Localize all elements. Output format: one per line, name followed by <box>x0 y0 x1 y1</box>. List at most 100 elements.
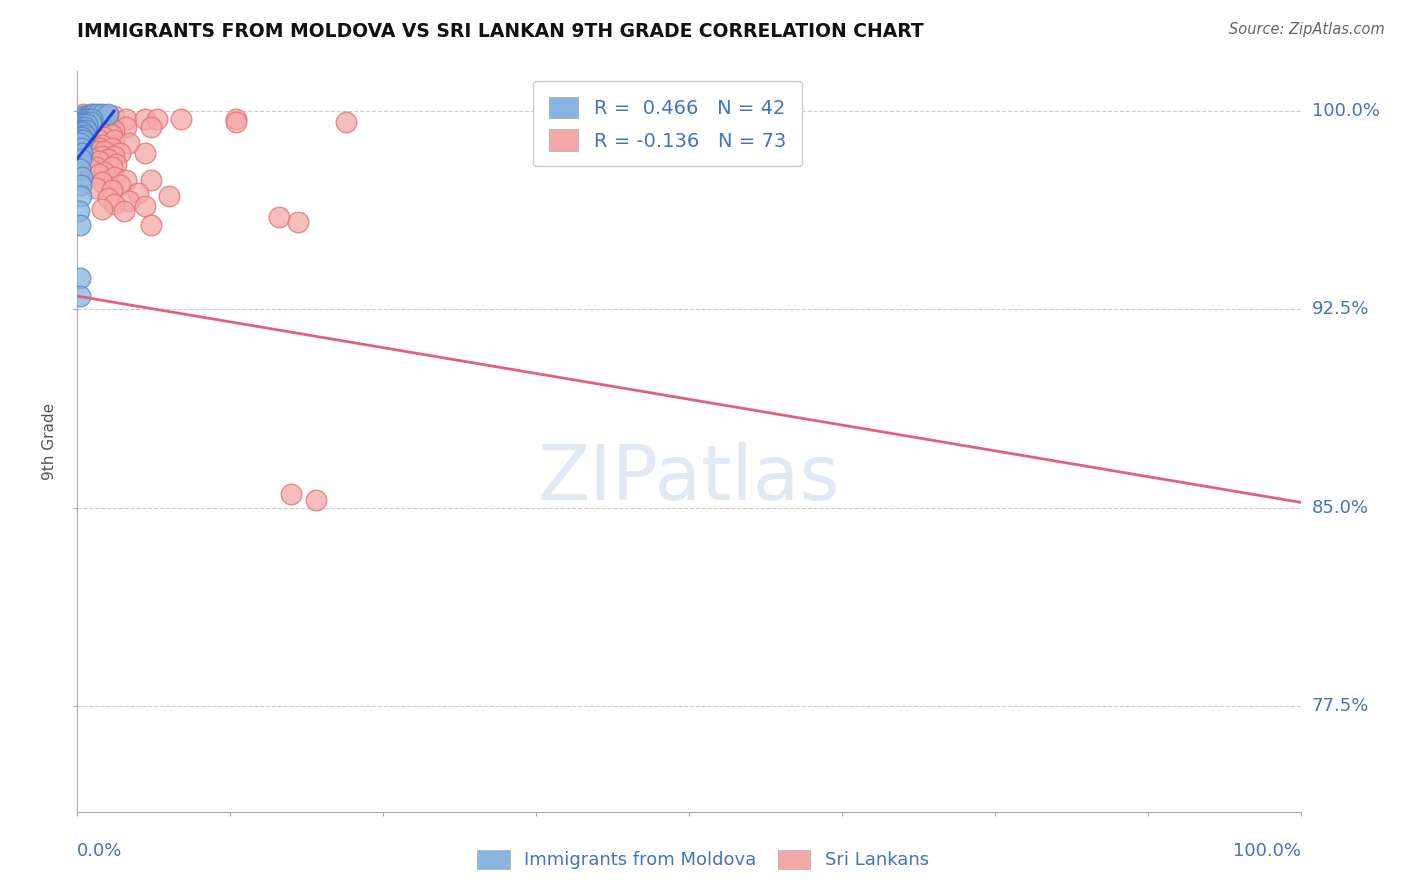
Point <box>70 188 93 202</box>
Point <box>89 168 111 182</box>
Point <box>84 144 107 158</box>
Point <box>139 173 162 187</box>
Point <box>72 133 94 147</box>
Point <box>134 146 156 161</box>
Point <box>280 487 302 501</box>
Point <box>76 117 98 131</box>
Point <box>79 162 101 177</box>
Point <box>97 117 120 131</box>
Point <box>72 109 94 123</box>
Point <box>90 109 112 123</box>
Point <box>69 136 91 150</box>
Point <box>69 218 91 232</box>
Point <box>103 122 125 136</box>
Point <box>79 109 101 123</box>
Point <box>103 149 125 163</box>
Point <box>75 114 97 128</box>
Point <box>93 165 115 179</box>
Point <box>103 133 125 147</box>
Point <box>82 106 104 120</box>
Point <box>69 122 91 136</box>
Point <box>335 114 357 128</box>
Point <box>90 175 112 190</box>
Point <box>100 141 122 155</box>
Point <box>146 112 169 126</box>
Point <box>103 196 125 211</box>
Point <box>89 128 111 142</box>
Point <box>75 122 97 136</box>
Point <box>97 152 120 166</box>
Point <box>90 122 112 136</box>
Point <box>118 194 141 208</box>
Point <box>76 109 98 123</box>
Point <box>134 199 156 213</box>
Point <box>157 188 180 202</box>
Point <box>70 146 93 161</box>
Point <box>76 117 98 131</box>
Point <box>79 133 101 147</box>
Point <box>73 112 96 126</box>
Point <box>67 204 90 219</box>
Point <box>70 178 93 192</box>
Point <box>86 106 108 120</box>
Point <box>115 120 138 134</box>
Point <box>93 130 115 145</box>
Point <box>70 122 93 136</box>
Point <box>70 114 93 128</box>
Point <box>80 114 103 128</box>
Point <box>100 183 122 197</box>
Point <box>112 204 135 219</box>
Text: 77.5%: 77.5% <box>1312 697 1369 715</box>
Point <box>108 146 131 161</box>
Point <box>105 157 128 171</box>
Point <box>134 112 156 126</box>
Point <box>72 106 94 120</box>
Point <box>100 160 122 174</box>
Point <box>84 180 107 194</box>
Point <box>70 152 93 166</box>
Point <box>90 149 112 163</box>
Point <box>72 117 94 131</box>
Point <box>70 133 93 147</box>
Point <box>76 130 98 145</box>
Point <box>225 114 247 128</box>
Point <box>80 138 103 153</box>
Point <box>69 125 91 139</box>
Point <box>89 154 111 169</box>
Point <box>70 170 93 185</box>
Point <box>80 112 103 126</box>
Point <box>84 160 107 174</box>
Point <box>70 112 93 126</box>
Point <box>103 170 125 185</box>
Text: Source: ZipAtlas.com: Source: ZipAtlas.com <box>1229 22 1385 37</box>
Point <box>97 125 120 139</box>
Point <box>77 112 100 126</box>
Point <box>678 831 700 846</box>
Text: 92.5%: 92.5% <box>1312 301 1369 318</box>
Point <box>69 162 91 177</box>
Point <box>69 289 91 303</box>
Point <box>115 173 138 187</box>
Point <box>225 112 247 126</box>
Point <box>84 117 107 131</box>
Text: 85.0%: 85.0% <box>1312 499 1368 516</box>
Point <box>93 144 115 158</box>
Point <box>90 202 112 216</box>
Point <box>89 133 111 147</box>
Point <box>97 109 120 123</box>
Point <box>84 125 107 139</box>
Point <box>89 141 111 155</box>
Point <box>70 120 93 134</box>
Point <box>100 128 122 142</box>
Point <box>97 191 120 205</box>
Point <box>79 141 101 155</box>
Point <box>90 106 112 120</box>
Legend: Immigrants from Moldova, Sri Lankans: Immigrants from Moldova, Sri Lankans <box>468 841 938 879</box>
Point <box>115 112 138 126</box>
Point <box>90 138 112 153</box>
Point <box>103 109 125 123</box>
Point <box>80 152 103 166</box>
Point <box>139 120 162 134</box>
Point <box>73 120 96 134</box>
Y-axis label: 9th Grade: 9th Grade <box>42 403 58 480</box>
